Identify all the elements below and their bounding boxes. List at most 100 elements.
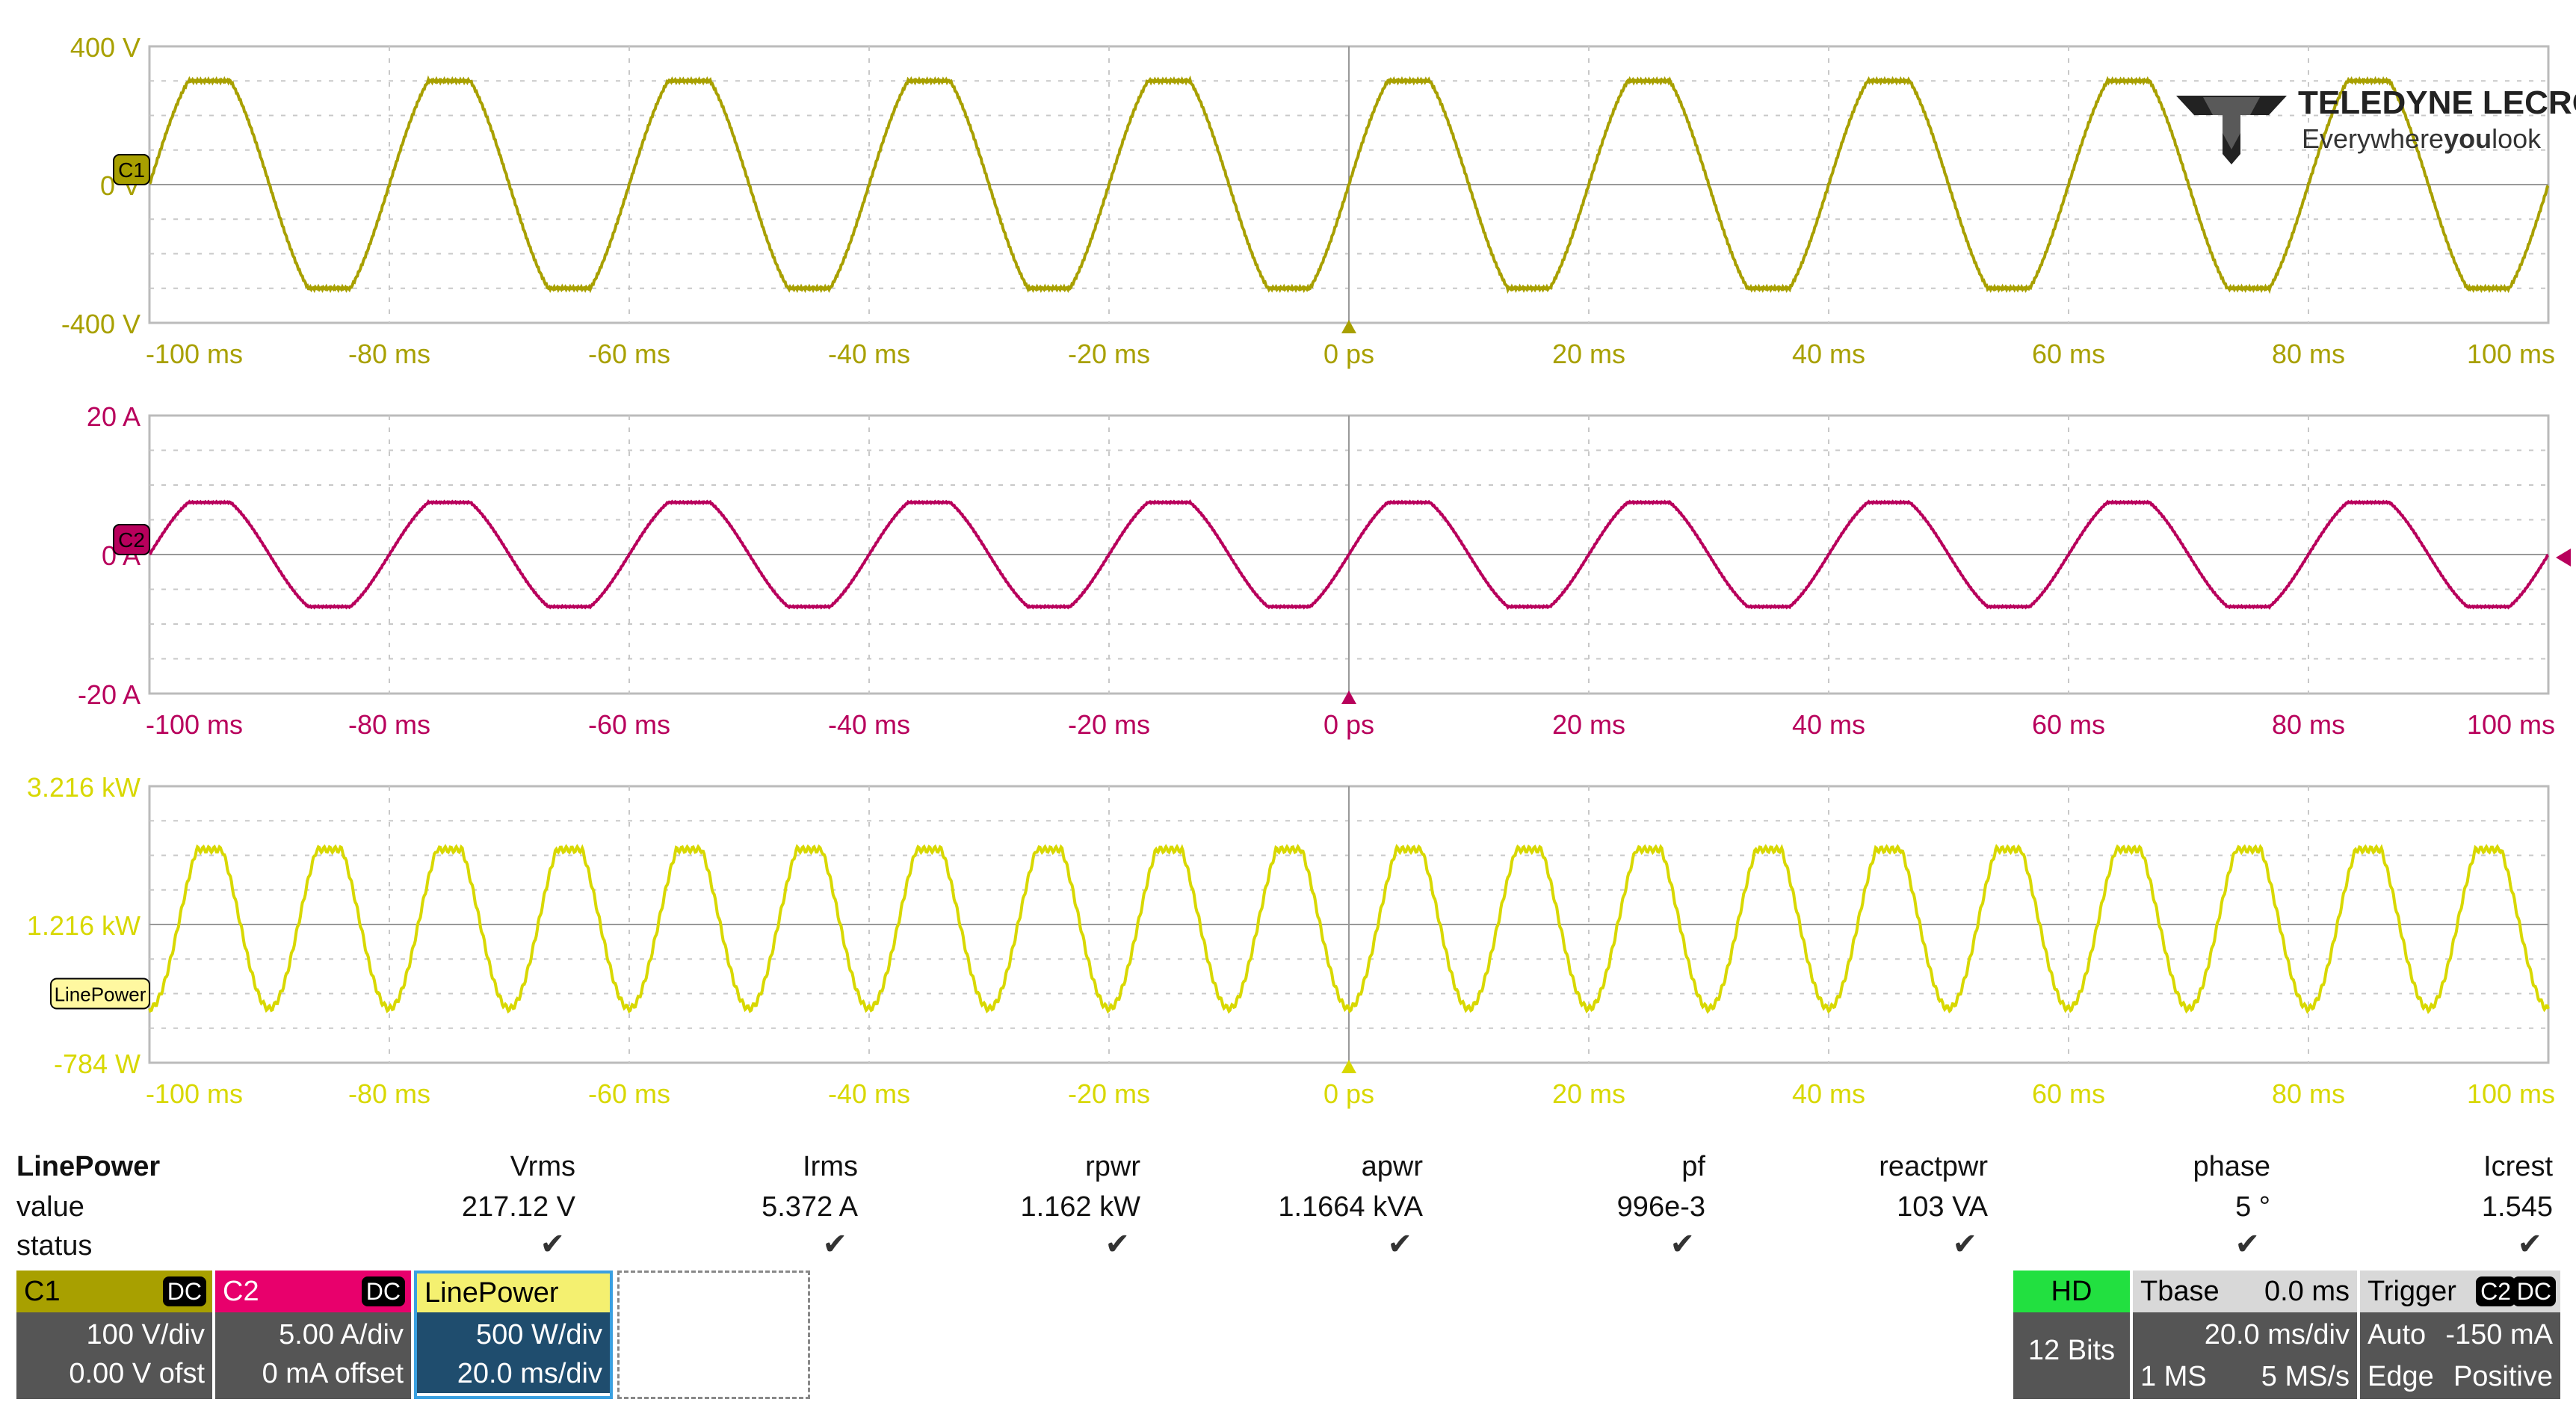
acquisition-box[interactable]: HD 12 Bits (2013, 1271, 2130, 1399)
y-axis-label: 20 A (87, 401, 140, 432)
trigger-box[interactable]: Trigger C2 DC Auto -150 mA Edge Positive (2360, 1271, 2560, 1399)
meas-col-value: 1.162 kW (1020, 1191, 1140, 1223)
tbase-delay: 0.0 ms (2264, 1276, 2350, 1307)
y-axis-label: 1.216 kW (27, 910, 140, 941)
x-axis-label: -20 ms (1068, 1078, 1150, 1109)
meas-col-value: 1.1664 kVA (1278, 1191, 1423, 1223)
y-axis-label: -20 A (78, 679, 140, 710)
x-axis-label: 20 ms (1552, 339, 1625, 369)
channel-c2-scale: 5.00 A/div (279, 1319, 404, 1350)
trigger-time-marker (1341, 320, 1356, 333)
channel-tag[interactable] (113, 154, 150, 185)
channel-tag[interactable] (113, 524, 150, 555)
x-axis-label: -100 ms (146, 339, 243, 369)
x-axis-label: 100 ms (2467, 709, 2555, 740)
tbase-label: Tbase (2140, 1276, 2220, 1307)
x-axis-label: 80 ms (2272, 339, 2345, 369)
channel-c2-name: C2 (223, 1276, 259, 1307)
meas-col-name: reactpwr (1879, 1151, 1988, 1182)
meas-col-name: rpwr (1085, 1151, 1140, 1182)
x-axis-label: -60 ms (588, 709, 670, 740)
x-axis-label: 100 ms (2467, 339, 2555, 369)
x-axis-label: 20 ms (1552, 1078, 1625, 1109)
channel-c2-box[interactable]: C2 DC 5.00 A/div 0 mA offset (215, 1271, 411, 1399)
channel-c2-offset: 0 mA offset (262, 1358, 404, 1389)
x-axis-label: 80 ms (2272, 709, 2345, 740)
meas-col-name: pf (1681, 1151, 1705, 1182)
channel-linepower-box[interactable]: LinePower 500 W/div 20.0 ms/div (414, 1271, 613, 1399)
meas-col-name: Irms (803, 1151, 858, 1182)
waveform-C2 (149, 498, 2549, 611)
x-axis-label: -60 ms (588, 1078, 670, 1109)
logo-mark-highlight (2203, 97, 2260, 149)
hd-badge: HD (2013, 1271, 2130, 1312)
status-check-icon: ✔ (1670, 1228, 1695, 1261)
meas-col-value: 103 VA (1897, 1191, 1988, 1223)
waveform-panel-power[interactable]: 3.216 kW 1.216 kW -784 W-100 ms -80 ms -60 m… (27, 772, 2555, 1109)
status-check-icon: ✔ (540, 1228, 565, 1261)
waveform-LinePower (148, 844, 2550, 1014)
channel-tag-label: C2 (118, 528, 145, 552)
x-axis-label: 60 ms (2032, 339, 2105, 369)
trigger-level-marker[interactable] (2556, 549, 2571, 566)
channel-c1-coupling: DC (162, 1276, 206, 1306)
trigger-type: Edge (2367, 1361, 2434, 1392)
x-axis-label: -100 ms (146, 1078, 243, 1109)
channel-tag-label: C1 (118, 158, 145, 182)
status-check-icon: ✔ (1387, 1228, 1412, 1261)
channel-c1-scale: 100 V/div (86, 1319, 205, 1350)
waveform-panel-c2[interactable]: 20 A0 A-20 A-100 ms -80 ms -60 ms -40 ms -20… (78, 401, 2555, 740)
channel-tag[interactable] (50, 978, 150, 1010)
y-axis-label: 400 V (70, 32, 140, 63)
channel-c1-box[interactable]: C1 DC 100 V/div 0.00 V ofst (16, 1271, 212, 1399)
meas-value-label: value (16, 1191, 84, 1223)
x-axis-label: -20 ms (1068, 709, 1150, 740)
x-axis-label: 40 ms (1792, 1078, 1865, 1109)
x-axis-label: -80 ms (348, 1078, 430, 1109)
trigger-time-marker (1341, 691, 1356, 704)
trigger-coupling: DC (2512, 1276, 2556, 1306)
tbase-scale: 20.0 ms/div (2204, 1319, 2350, 1350)
x-axis-label: 80 ms (2272, 1078, 2345, 1109)
waveform-panel-c1[interactable]: 400 V0 V-400 V-100 ms -80 ms -60 ms -40 ms -… (61, 32, 2555, 369)
x-axis-label: -60 ms (588, 339, 670, 369)
meas-col-name: Icrest (2483, 1151, 2553, 1182)
trigger-time-marker (1341, 1060, 1356, 1073)
trigger-level: -150 mA (2445, 1319, 2553, 1350)
status-check-icon: ✔ (2234, 1228, 2260, 1261)
scope-display[interactable]: 400 V0 V-400 V-100 ms -80 ms -60 ms -40 ms -… (0, 0, 2576, 1143)
teledyne-lecroy-logo: TELEDYNE LECROYEverywhereyoulook (2176, 84, 2576, 164)
meas-col-value: 996e-3 (1616, 1191, 1705, 1223)
status-check-icon: ✔ (1105, 1228, 1130, 1261)
meas-col-name: apwr (1361, 1151, 1423, 1182)
x-axis-label: -100 ms (146, 709, 243, 740)
y-axis-label: -400 V (61, 309, 140, 339)
channel-linepower-scale: 500 W/div (476, 1319, 602, 1350)
meas-col-value: 5.372 A (762, 1191, 858, 1223)
meas-col-value: 5 ° (2235, 1191, 2270, 1223)
waveform-C1 (148, 75, 2550, 294)
meas-col-value: 217.12 V (461, 1191, 575, 1223)
brand-tagline: Everywhereyoulook (2302, 123, 2542, 154)
x-axis-label: 60 ms (2032, 709, 2105, 740)
x-axis-label: 0 ps (1323, 339, 1374, 369)
logo-mark-icon (2176, 96, 2287, 164)
channel-c2-coupling: DC (361, 1276, 405, 1306)
timebase-box[interactable]: Tbase 0.0 ms 20.0 ms/div 1 MS 5 MS/s (2133, 1271, 2357, 1399)
channel-c1-name: C1 (24, 1276, 61, 1307)
brand-name: TELEDYNE LECROY (2298, 84, 2576, 121)
x-axis-label: -40 ms (828, 339, 910, 369)
meas-col-name: phase (2193, 1151, 2270, 1182)
x-axis-label: 100 ms (2467, 1078, 2555, 1109)
y-axis-label: -784 W (54, 1049, 140, 1079)
meas-status-label: status (16, 1230, 93, 1262)
y-axis-label: 3.216 kW (27, 772, 140, 803)
x-axis-label: 0 ps (1323, 709, 1374, 740)
trigger-mode: Auto (2367, 1319, 2427, 1350)
channel-linepower-name: LinePower (424, 1277, 559, 1309)
empty-channel-slot[interactable] (617, 1271, 810, 1399)
x-axis-label: 0 ps (1323, 1078, 1374, 1109)
status-check-icon: ✔ (1952, 1228, 1977, 1261)
status-check-icon: ✔ (822, 1228, 847, 1261)
x-axis-label: -40 ms (828, 709, 910, 740)
